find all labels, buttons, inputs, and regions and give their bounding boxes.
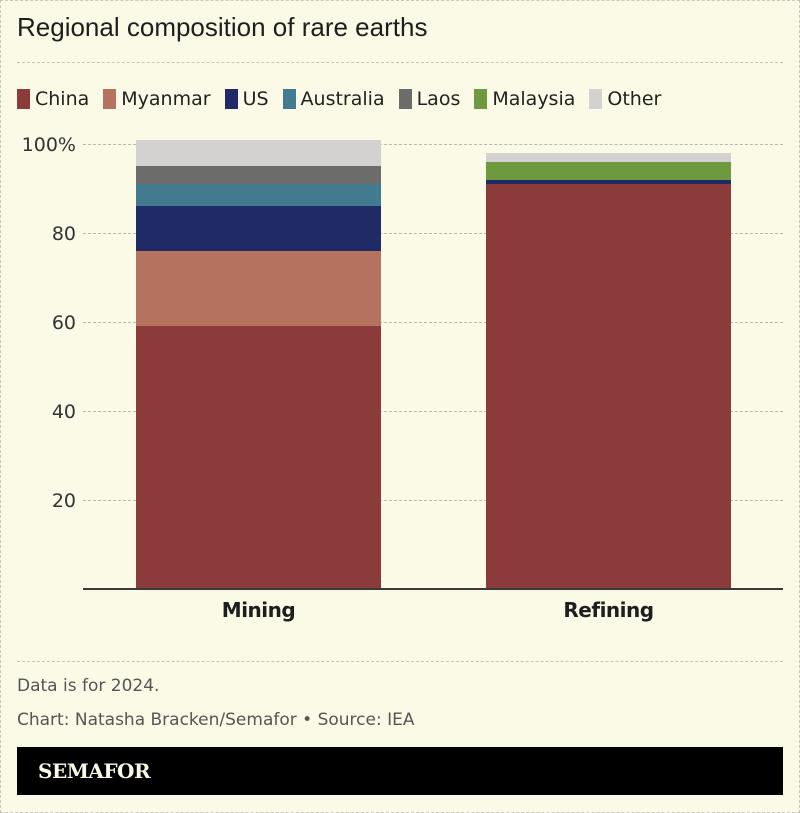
- legend-label: Malaysia: [492, 88, 576, 110]
- legend-item-laos: Laos: [398, 88, 461, 110]
- x-label-mining: Mining: [221, 598, 296, 622]
- segment-us: [486, 179, 731, 185]
- legend-item-myanmar: Myanmar: [103, 88, 211, 110]
- legend-label: US: [242, 88, 269, 110]
- notes-divider: [17, 661, 783, 662]
- y-tick-40: 40: [51, 401, 76, 423]
- gridline-60: [83, 322, 783, 323]
- segment-other: [486, 152, 731, 162]
- segment-us: [136, 206, 381, 251]
- segment-malaysia: [486, 161, 731, 180]
- footer-bar: SEMAFOR: [17, 747, 783, 795]
- segment-laos: [136, 166, 381, 185]
- bar-refining: [486, 152, 731, 589]
- segment-australia: [136, 184, 381, 207]
- y-tick-80: 80: [51, 223, 76, 245]
- legend-label: China: [35, 88, 90, 110]
- swatch-us: [224, 89, 238, 109]
- swatch-laos: [398, 89, 412, 109]
- swatch-myanmar: [103, 89, 117, 109]
- legend-item-us: US: [224, 88, 269, 110]
- segment-china: [136, 326, 381, 589]
- gridline-80: [83, 233, 783, 234]
- chart-title: Regional composition of rare earths: [17, 12, 428, 42]
- y-tick-60: 60: [51, 312, 76, 334]
- semafor-logo: SEMAFOR: [38, 759, 151, 783]
- legend: China Myanmar US Australia Laos Malaysia…: [17, 88, 675, 110]
- segment-china: [486, 184, 731, 589]
- swatch-china: [17, 89, 30, 109]
- legend-item-australia: Australia: [282, 88, 385, 110]
- swatch-malaysia: [474, 89, 488, 109]
- bar-mining: [136, 139, 381, 589]
- legend-item-malaysia: Malaysia: [474, 88, 575, 110]
- legend-label: Australia: [300, 88, 385, 110]
- segment-myanmar: [136, 250, 381, 327]
- swatch-australia: [282, 89, 296, 109]
- title-divider: [17, 62, 783, 63]
- gridline-20: [83, 500, 783, 501]
- gridline-40: [83, 411, 783, 412]
- x-axis-baseline: [83, 588, 783, 590]
- legend-label: Myanmar: [121, 88, 211, 110]
- gridline-100: [83, 144, 783, 145]
- legend-label: Other: [607, 88, 662, 110]
- credit-line: Chart: Natasha Bracken/Semafor • Source:…: [17, 710, 415, 730]
- y-tick-100: 100%: [21, 134, 76, 156]
- segment-other: [136, 139, 381, 167]
- x-label-refining: Refining: [563, 598, 654, 622]
- y-tick-20: 20: [51, 490, 76, 512]
- legend-item-china: China: [17, 88, 89, 110]
- swatch-other: [589, 89, 603, 109]
- legend-item-other: Other: [589, 88, 661, 110]
- legend-label: Laos: [416, 88, 461, 110]
- data-note: Data is for 2024.: [17, 676, 160, 696]
